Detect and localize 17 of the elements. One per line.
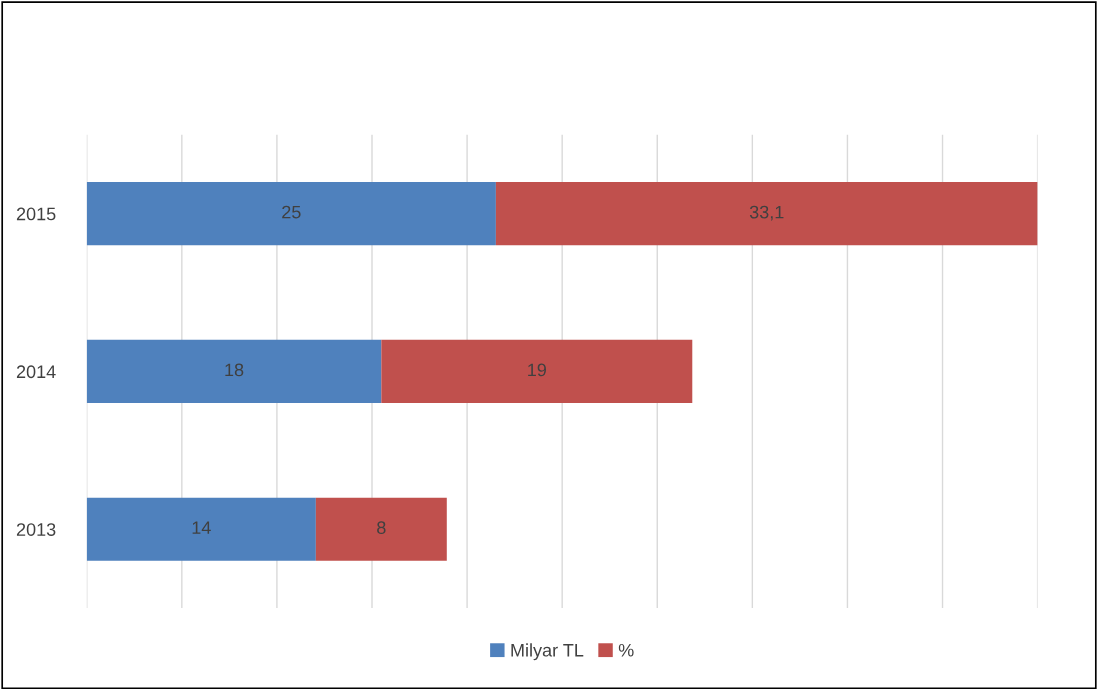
bar xyxy=(381,339,693,403)
data-label: 18 xyxy=(225,363,244,377)
legend-label: % xyxy=(618,643,634,657)
bar xyxy=(86,497,316,561)
y-tick-label: 2013 xyxy=(16,523,56,536)
data-label: 25 xyxy=(282,205,301,219)
bar xyxy=(495,182,1038,246)
data-label: 14 xyxy=(192,521,211,534)
bar xyxy=(315,497,447,561)
data-label: 33,1 xyxy=(749,205,784,221)
y-tick-label: 2015 xyxy=(16,207,56,221)
data-label: 19 xyxy=(528,363,546,377)
bar xyxy=(86,182,496,246)
legend-label: Milyar TL xyxy=(511,643,584,661)
data-label: 8 xyxy=(377,521,386,535)
bar xyxy=(86,339,382,403)
y-tick-label: 2014 xyxy=(16,365,56,379)
